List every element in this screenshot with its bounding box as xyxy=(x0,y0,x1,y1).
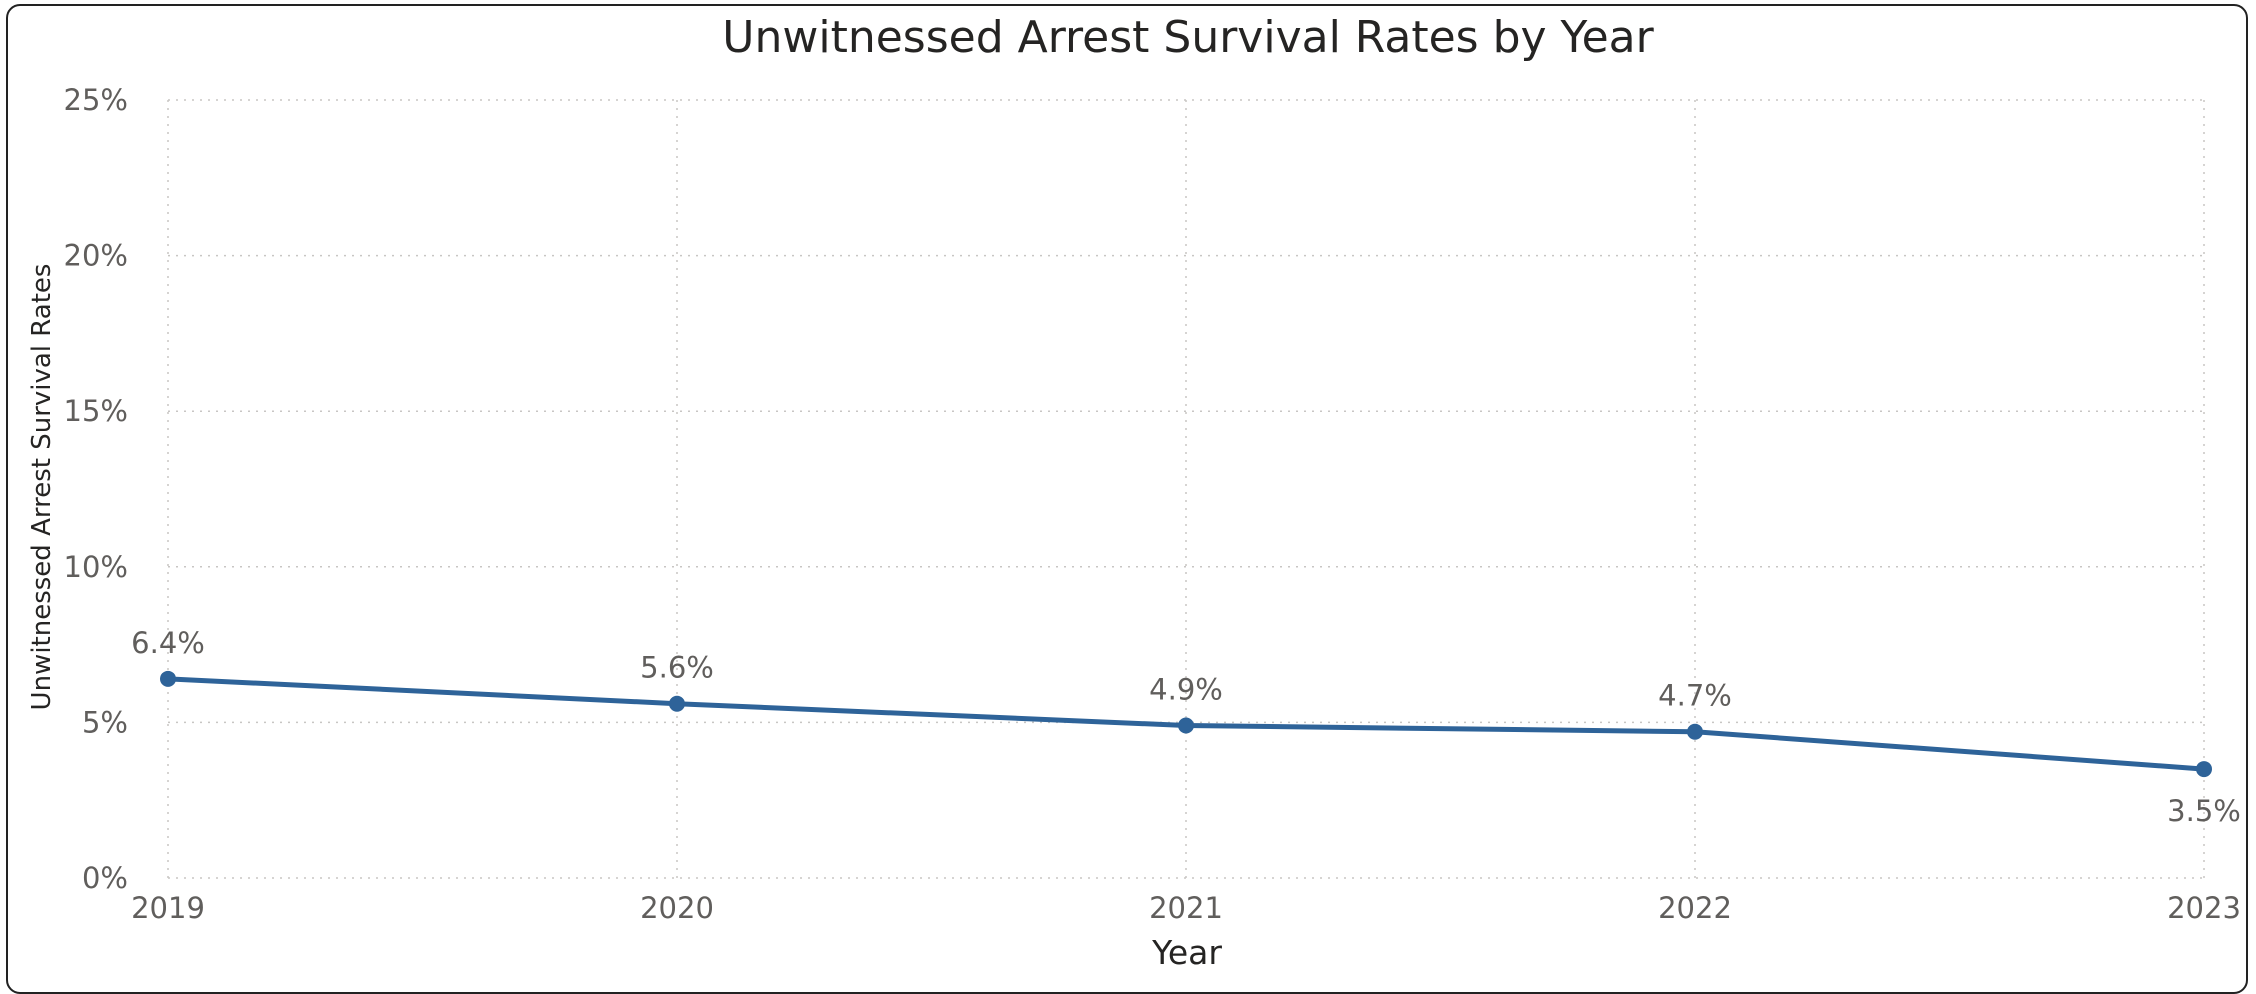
data-label: 4.9% xyxy=(1149,673,1223,707)
data-point xyxy=(1687,723,1703,740)
x-tick-label: 2022 xyxy=(1658,891,1732,925)
data-label: 4.7% xyxy=(1658,679,1732,713)
series xyxy=(160,670,2212,778)
y-tick-label: 20% xyxy=(64,239,128,273)
data-label: 5.6% xyxy=(640,651,714,685)
chart-frame xyxy=(6,4,2248,994)
data-point xyxy=(2196,761,2212,778)
data-labels: 6.4% 5.6% 4.9% 4.7% 3.5% xyxy=(131,626,2241,828)
y-tick-label: 5% xyxy=(82,705,128,739)
gridlines xyxy=(167,99,2208,879)
y-tick-label: 10% xyxy=(64,550,128,584)
x-tick-label: 2021 xyxy=(1149,891,1223,925)
y-tick-label: 15% xyxy=(64,394,128,428)
x-tick-label: 2020 xyxy=(640,891,714,925)
x-axis-ticks: 2019 2020 2021 2022 2023 xyxy=(131,891,2241,925)
chart-title: Unwitnessed Arrest Survival Rates by Yea… xyxy=(722,12,1654,63)
data-label: 3.5% xyxy=(2167,794,2241,828)
data-point xyxy=(160,670,176,687)
data-point xyxy=(1178,717,1194,734)
x-axis-title: Year xyxy=(1151,933,1222,972)
y-axis-title: Unwitnessed Arrest Survival Rates xyxy=(27,264,57,711)
y-tick-label: 25% xyxy=(64,83,128,117)
data-point xyxy=(669,695,685,712)
y-tick-label: 0% xyxy=(82,861,128,895)
x-tick-label: 2019 xyxy=(131,891,205,925)
data-label: 6.4% xyxy=(131,626,205,660)
y-axis-ticks: 0% 5% 10% 15% 20% 25% xyxy=(64,83,128,895)
x-tick-label: 2023 xyxy=(2167,891,2241,925)
